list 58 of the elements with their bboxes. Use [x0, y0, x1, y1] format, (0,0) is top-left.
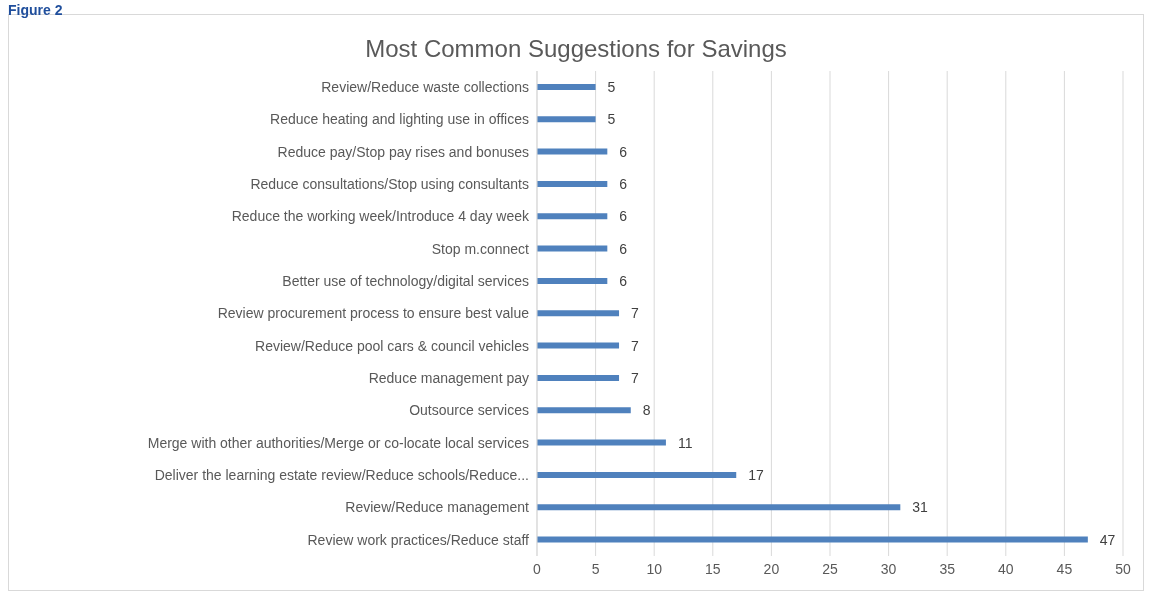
bar — [537, 148, 608, 155]
x-tick-label: 40 — [998, 560, 1014, 577]
x-tick-label: 5 — [591, 560, 600, 577]
caption: Figure 2 — [8, 2, 64, 18]
y-tick-label: Deliver the learning estate review/Reduce schools/Reduce... — [154, 467, 529, 484]
y-tick-label: Stop m.connect — [431, 240, 530, 257]
data-label: 6 — [619, 175, 628, 192]
y-tick-label: Merge with other authorities/Merge or co-locate local services — [147, 434, 529, 451]
data-label: 5 — [607, 78, 616, 95]
chart-title: Most Common Suggestions for Savings — [364, 35, 788, 64]
data-label: 7 — [631, 337, 640, 354]
bar — [537, 504, 901, 511]
data-label: 7 — [631, 369, 640, 386]
data-label: 8 — [642, 402, 651, 419]
bar — [537, 342, 620, 349]
y-tick-label: Review/Reduce waste collections — [321, 79, 529, 96]
data-label: 47 — [1099, 531, 1116, 548]
x-tick-label: 25 — [822, 560, 838, 577]
x-tick-label: 30 — [880, 560, 897, 577]
x-tick-label: 10 — [646, 560, 663, 577]
bar — [537, 116, 596, 123]
bar — [537, 213, 608, 220]
y-tick-label: Review procurement process to ensure best value — [217, 305, 530, 322]
y-tick-label: Reduce the working week/Introduce 4 day week — [231, 208, 530, 225]
data-label: 6 — [619, 208, 628, 225]
y-tick-label: Reduce pay/Stop pay rises and bonuses — [277, 143, 529, 160]
bar — [537, 374, 620, 381]
data-label: 6 — [619, 240, 628, 257]
bar — [537, 439, 666, 446]
data-label: 17 — [748, 466, 765, 483]
x-tick-label: 15 — [705, 560, 721, 577]
bar — [537, 471, 737, 478]
y-tick-label: Outsource services — [409, 402, 529, 419]
y-tick-label: Reduce management pay — [368, 370, 529, 387]
y-tick-label: Better use of technology/digital services — [282, 273, 529, 290]
data-label: 6 — [619, 143, 628, 160]
y-tick-label: Review work practices/Reduce staff — [307, 531, 530, 548]
y-tick-label: Review/Reduce management — [345, 499, 530, 516]
x-tick-label: 50 — [1115, 560, 1131, 577]
bar — [537, 277, 608, 284]
x-tick-label: 35 — [939, 560, 956, 577]
bar — [537, 407, 631, 414]
bar — [537, 310, 620, 317]
x-tick-label: 20 — [763, 560, 780, 577]
x-tick-label: 45 — [1056, 560, 1073, 577]
data-label: 5 — [607, 111, 616, 128]
y-tick-label: Review/Reduce pool cars & council vehicles — [255, 337, 529, 354]
y-tick-label: Reduce heating and lighting use in offices — [270, 111, 529, 128]
bar — [537, 536, 1088, 543]
y-tick-label: Reduce consultations/Stop using consultants — [250, 176, 529, 193]
bar — [537, 245, 608, 252]
bar — [537, 180, 608, 187]
data-label: 6 — [619, 272, 628, 289]
data-label: 11 — [677, 434, 693, 451]
x-tick-label: 0 — [533, 560, 542, 577]
data-label: 7 — [631, 305, 640, 322]
data-label: 31 — [912, 499, 929, 516]
bar — [537, 83, 596, 90]
